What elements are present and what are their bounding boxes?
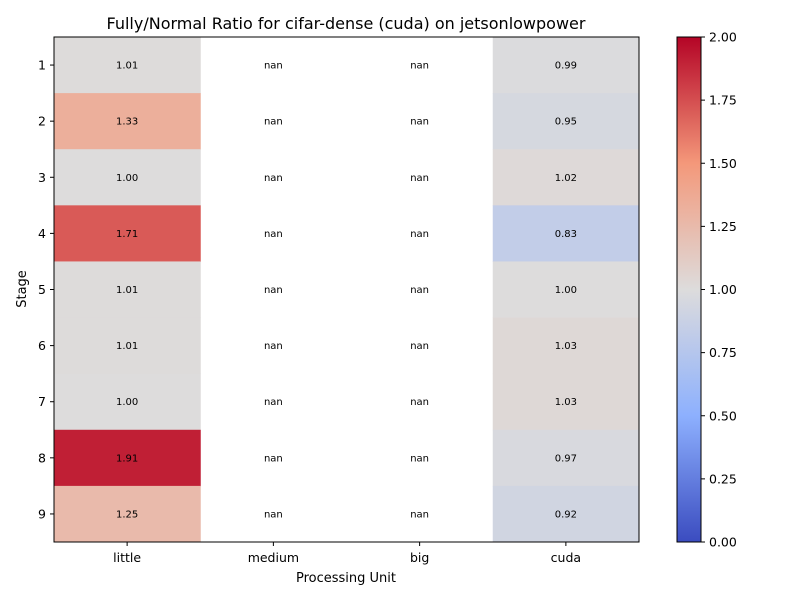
heatmap-cell [54, 485, 201, 543]
y-tick-label: 6 [38, 338, 46, 353]
cell-value-label: nan [264, 229, 283, 240]
colorbar-tick-label: 0.00 [709, 535, 737, 550]
cell-value-label: nan [264, 397, 283, 408]
cell-value-label: nan [410, 61, 429, 72]
y-tick-label: 5 [38, 282, 46, 297]
cell-value-label: 1.03 [555, 341, 577, 352]
heatmap-cells [54, 37, 640, 543]
heatmap-cell [492, 317, 640, 375]
cell-value-label: nan [264, 61, 283, 72]
heatmap-cell [492, 261, 640, 319]
cell-value-label: 1.91 [116, 453, 138, 464]
x-tick-label: cuda [551, 550, 581, 565]
y-axis-label: Stage [15, 270, 30, 308]
heatmap-cell [54, 317, 201, 375]
heatmap-cell [54, 261, 201, 319]
cell-value-label: 1.00 [116, 173, 138, 184]
heatmap-cell [54, 149, 201, 206]
cell-value-label: nan [264, 509, 283, 520]
y-tick-label: 1 [38, 58, 46, 73]
y-tick-label: 9 [38, 506, 46, 521]
cell-value-label: nan [264, 285, 283, 296]
colorbar-tick-label: 1.50 [709, 156, 737, 171]
heatmap-cell [492, 429, 640, 487]
cell-value-label: 1.00 [116, 397, 138, 408]
y-tick-label: 8 [38, 450, 46, 465]
cell-value-label: 0.95 [555, 117, 577, 128]
heatmap-cell [492, 205, 640, 262]
y-tick-label: 2 [38, 114, 46, 129]
x-tick-label: little [113, 550, 141, 565]
colorbar-tick-label: 1.25 [709, 219, 737, 234]
x-tick-label: big [410, 550, 429, 565]
x-tick-label: medium [248, 550, 299, 565]
colorbar-tick-label: 1.75 [709, 93, 737, 108]
colorbar-tick-label: 0.25 [709, 471, 737, 486]
cell-value-label: nan [410, 509, 429, 520]
cell-value-label: nan [410, 285, 429, 296]
cell-value-label: nan [264, 173, 283, 184]
cell-value-label: 1.71 [116, 229, 138, 240]
colorbar-gradient [676, 36, 702, 543]
x-axis-label: Processing Unit [296, 571, 396, 586]
cell-value-label: nan [264, 341, 283, 352]
heatmap-cell [492, 93, 640, 150]
y-tick-label: 3 [38, 170, 46, 185]
heatmap-cell [54, 373, 201, 431]
y-tick-label: 4 [38, 226, 46, 241]
colorbar-tick-label: 2.00 [709, 30, 737, 45]
cell-value-label: 1.25 [116, 509, 138, 520]
heatmap-cell [54, 205, 201, 262]
cell-value-label: 1.01 [116, 61, 138, 72]
cell-value-label: 0.92 [555, 509, 577, 520]
cell-value-label: nan [410, 397, 429, 408]
heatmap-cell [54, 429, 201, 487]
heatmap-cell [492, 485, 640, 543]
colorbar-tick-label: 1.00 [709, 282, 737, 297]
y-tick-label: 7 [38, 394, 46, 409]
cell-value-label: nan [410, 117, 429, 128]
cell-value-label: 1.33 [116, 117, 138, 128]
cell-value-label: 1.00 [555, 285, 577, 296]
colorbar-ticks: 0.00 0.25 0.50 0.75 1.00 1.25 1.50 1.75 2.00 [701, 30, 737, 550]
cell-value-label: nan [410, 341, 429, 352]
cell-value-label: 0.97 [555, 453, 577, 464]
cell-value-label: nan [264, 453, 283, 464]
y-axis-ticks: 1 2 3 4 5 6 7 8 9 [38, 58, 54, 521]
cell-value-label: nan [264, 117, 283, 128]
x-axis-ticks: little medium big cuda [113, 542, 581, 565]
cell-value-label: nan [410, 173, 429, 184]
colorbar: 0.00 0.25 0.50 0.75 1.00 1.25 1.50 1.75 2.00 [676, 30, 737, 550]
cell-value-label: 1.01 [116, 341, 138, 352]
heatmap-cell [54, 37, 201, 94]
colorbar-tick-label: 0.75 [709, 345, 737, 360]
cell-value-label: nan [410, 229, 429, 240]
cell-value-label: nan [410, 453, 429, 464]
heatmap-cell [492, 37, 640, 94]
heatmap-cell-labels: 1.01 nan nan 0.99 1.33 nan nan 0.95 1.00 nan nan 1.… [116, 61, 577, 521]
colorbar-tick-label: 0.50 [709, 408, 737, 423]
cell-value-label: 1.03 [555, 397, 577, 408]
heatmap-cell [492, 149, 640, 206]
heatmap-cell [492, 373, 640, 431]
heatmap-cell [54, 93, 201, 150]
cell-value-label: 0.83 [555, 229, 577, 240]
cell-value-label: 1.02 [555, 173, 577, 184]
chart-title: Fully/Normal Ratio for cifar-dense (cuda… [107, 14, 586, 33]
cell-value-label: 1.01 [116, 285, 138, 296]
cell-value-label: 0.99 [555, 61, 577, 72]
